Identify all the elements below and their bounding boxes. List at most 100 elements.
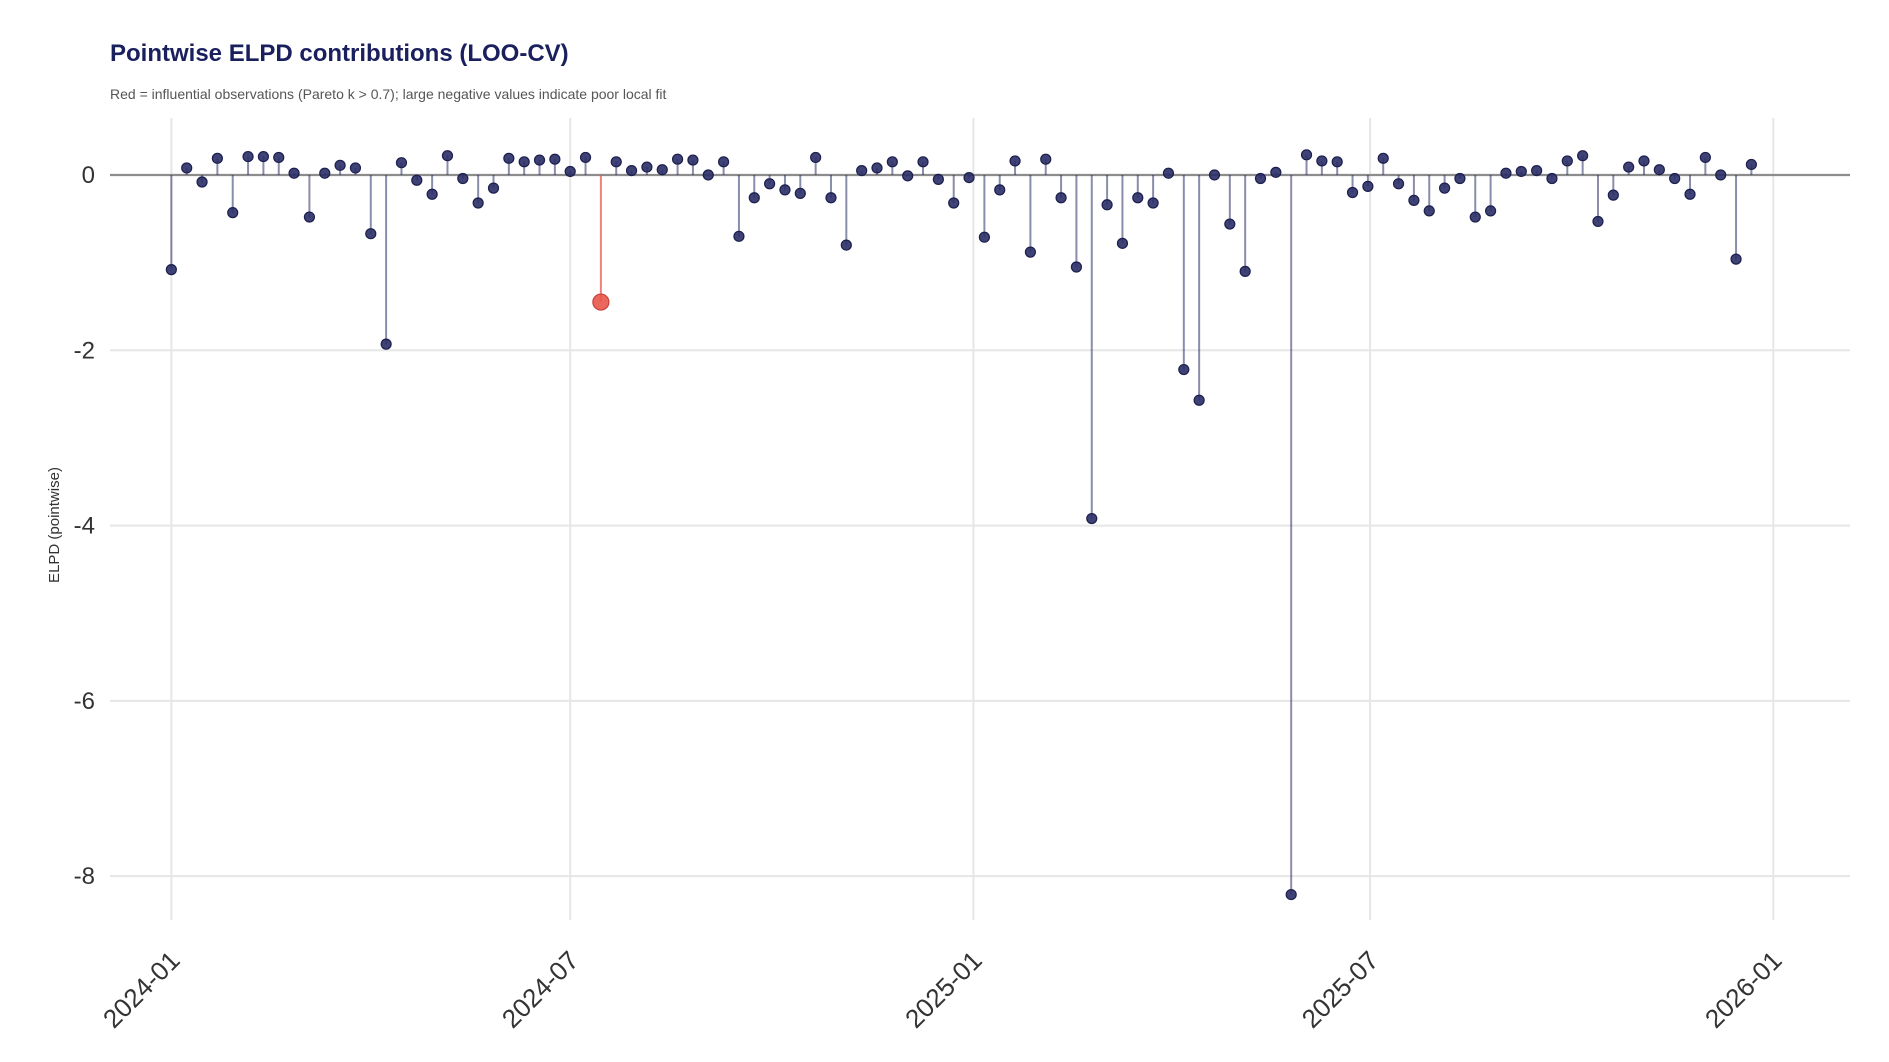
y-tick-label: -4 <box>74 513 95 540</box>
chart-title: Pointwise ELPD contributions (LOO-CV) <box>110 40 569 67</box>
data-point <box>871 162 883 174</box>
data-point <box>1423 205 1435 217</box>
data-point <box>856 164 868 177</box>
data-point <box>625 164 638 177</box>
stems <box>170 154 1753 895</box>
data-point <box>1485 205 1497 217</box>
data-point <box>503 152 515 164</box>
data-point <box>963 172 975 184</box>
data-point <box>1638 155 1650 167</box>
data-point <box>1270 166 1282 178</box>
data-point <box>1377 152 1389 164</box>
y-tick-label: -2 <box>74 337 95 364</box>
x-tick-label: 2025-07 <box>1296 945 1385 1034</box>
data-point <box>840 239 852 251</box>
data-point <box>671 153 684 165</box>
x-tick-label: 2026-01 <box>1699 945 1788 1034</box>
data-point <box>1607 189 1619 201</box>
data-point <box>1055 192 1067 204</box>
data-point <box>610 156 622 168</box>
data-point <box>441 150 454 162</box>
data-point <box>1745 158 1757 171</box>
data-point <box>1623 161 1635 173</box>
data-point <box>886 156 898 168</box>
influential-point <box>592 293 610 311</box>
x-tick-label: 2024-07 <box>496 945 585 1034</box>
data-point <box>227 207 239 219</box>
data-point <box>579 151 592 164</box>
chart-subtitle: Red = influential observations (Pareto k… <box>110 86 667 102</box>
data-point <box>1699 151 1711 164</box>
data-point <box>1438 182 1451 194</box>
data-point <box>1224 218 1236 230</box>
data-point <box>825 192 837 204</box>
data-point <box>549 153 561 165</box>
data-point <box>978 231 990 243</box>
data-point <box>1285 888 1297 901</box>
data-point <box>1730 253 1742 265</box>
data-point <box>165 264 177 276</box>
data-point <box>994 184 1006 196</box>
x-tick-label: 2024-01 <box>97 945 186 1034</box>
data-point <box>518 156 530 168</box>
data-point <box>257 150 270 163</box>
data-point <box>1592 215 1604 228</box>
points <box>165 149 1757 901</box>
data-point <box>1715 169 1727 181</box>
data-point <box>211 152 223 164</box>
data-point <box>411 174 423 186</box>
data-point <box>917 156 929 168</box>
data-point <box>303 211 316 223</box>
data-point <box>1147 197 1159 209</box>
data-point <box>472 197 484 209</box>
data-point <box>1178 363 1190 376</box>
data-point <box>1469 211 1481 223</box>
data-point <box>656 164 668 176</box>
data-point <box>794 187 806 199</box>
data-point <box>334 159 346 171</box>
data-point <box>1086 512 1098 525</box>
data-point <box>748 192 760 204</box>
data-point <box>395 157 408 169</box>
data-point <box>810 151 822 164</box>
x-tick-label: 2025-01 <box>899 945 988 1034</box>
y-tick-labels: 0 -2 -4 -6 -8 <box>74 162 95 890</box>
data-point <box>181 162 193 174</box>
y-axis-label: ELPD (pointwise) <box>46 467 63 583</box>
data-point <box>1577 150 1589 162</box>
data-point <box>1392 178 1405 190</box>
data-point <box>1132 192 1144 204</box>
x-tick-labels: 2024-01 2024-07 2025-01 2025-07 2026-01 <box>97 945 1788 1034</box>
data-point <box>1239 265 1251 277</box>
data-point <box>1653 164 1665 176</box>
y-tick-label: 0 <box>82 162 95 189</box>
data-point <box>242 150 254 163</box>
data-point <box>319 167 331 179</box>
data-point <box>1331 156 1343 168</box>
data-point <box>533 154 546 166</box>
data-point <box>779 184 791 196</box>
data-point <box>1500 167 1512 179</box>
data-point <box>273 151 285 164</box>
data-point <box>426 188 438 200</box>
data-point <box>641 161 653 173</box>
data-point <box>1040 153 1052 165</box>
data-point <box>1101 199 1113 211</box>
data-point <box>1300 149 1313 161</box>
data-point <box>733 230 745 242</box>
data-point <box>1684 188 1696 200</box>
data-point <box>764 178 776 190</box>
data-point <box>564 165 576 178</box>
y-tick-label: -6 <box>74 688 95 715</box>
data-point <box>948 197 960 209</box>
data-point <box>487 182 500 194</box>
data-point <box>288 167 300 179</box>
data-point <box>1116 237 1129 249</box>
data-point <box>1454 172 1466 185</box>
data-point <box>1515 165 1527 178</box>
data-point <box>687 154 699 166</box>
data-point <box>1208 169 1221 181</box>
data-point <box>1531 164 1543 177</box>
y-tick-label: -8 <box>74 863 95 890</box>
